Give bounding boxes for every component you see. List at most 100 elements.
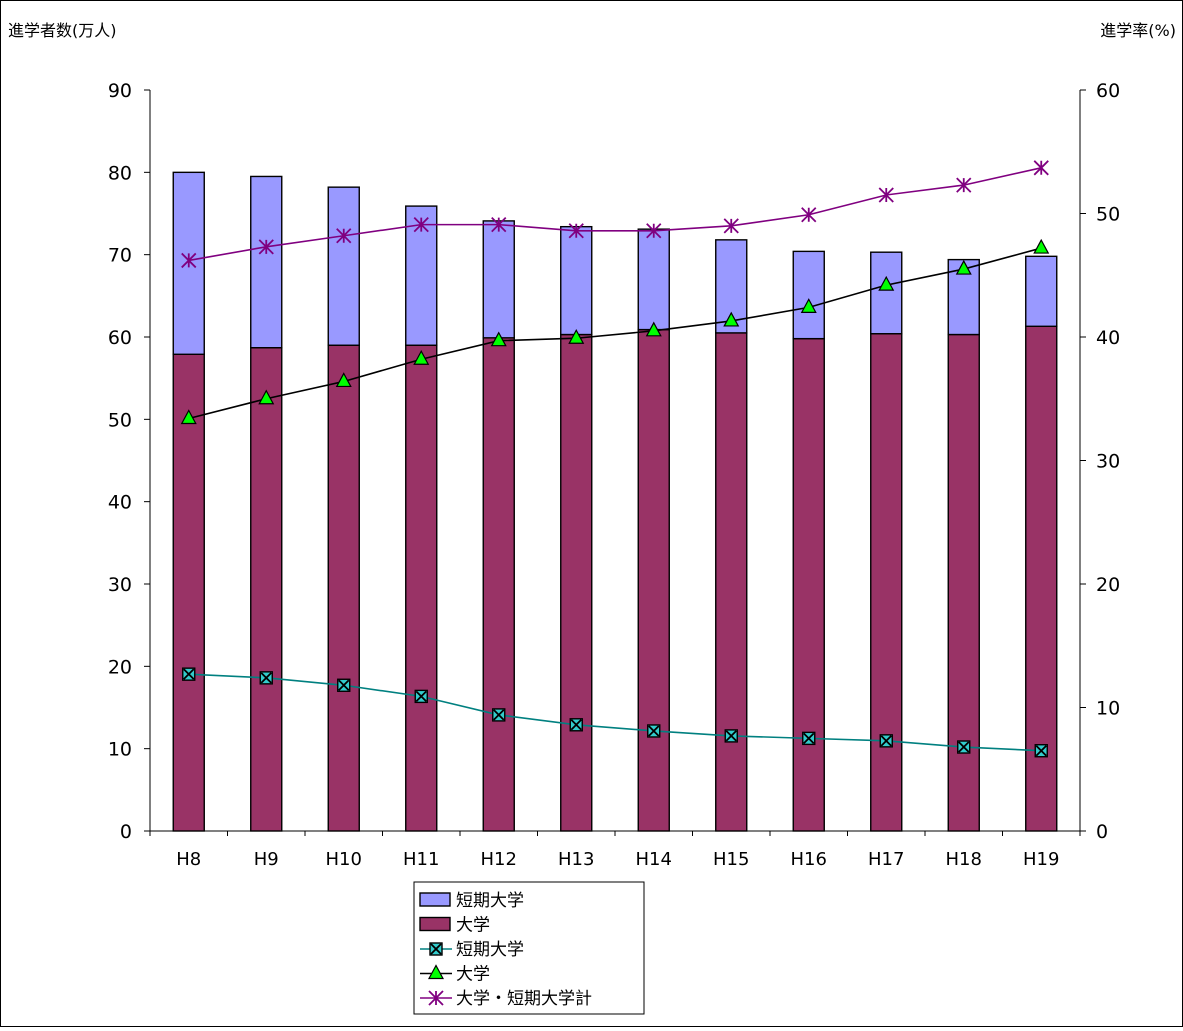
x-tick-label: H13: [558, 849, 594, 870]
x-tick-label: H10: [326, 849, 362, 870]
line-marker: [648, 725, 660, 737]
x-tick-label: H19: [1023, 849, 1059, 870]
line-marker: [413, 216, 429, 233]
bar-university: [250, 347, 283, 832]
bars-group: [172, 171, 1058, 832]
left-tick-label: 30: [108, 574, 132, 596]
right-tick-label: 0: [1096, 821, 1108, 843]
line-marker: [800, 298, 817, 313]
x-tick-label: H17: [868, 849, 904, 870]
line-marker: [415, 690, 427, 703]
bar-junior-college: [1025, 255, 1058, 327]
line-marker: [183, 668, 195, 680]
right-tick-label: 60: [1096, 80, 1120, 102]
axes-group: 0 10 20 30 40 50 60 70 80 90 0 10 20 30 40 50 60: [108, 80, 1120, 843]
legend-label: 大学: [456, 965, 490, 985]
line-marker: [803, 732, 815, 745]
x-tick-label: H15: [713, 849, 749, 870]
left-tick-label: 40: [108, 492, 132, 514]
line-marker: [336, 228, 352, 244]
bar-junior-college: [947, 258, 980, 336]
right-tick-label: 30: [1096, 451, 1120, 473]
line-marker: [181, 252, 197, 269]
line-total-rate: [188, 167, 1042, 262]
left-tick-label: 50: [108, 409, 132, 431]
line-marker: [956, 177, 972, 193]
bar-junior-college: [560, 225, 593, 336]
line-marker: [258, 389, 275, 405]
line-marker: [880, 735, 892, 747]
left-tick-label: 70: [108, 245, 132, 267]
right-tick-label: 40: [1096, 327, 1120, 349]
x-tick-label: H11: [403, 849, 439, 870]
right-tick-label: 20: [1096, 574, 1120, 596]
bar-junior-college: [870, 251, 903, 335]
bar-university: [482, 337, 515, 832]
x-tick-label: H14: [636, 849, 672, 870]
line-marker: [490, 331, 507, 347]
line-university-rate: [188, 247, 1042, 420]
line-marker: [1033, 238, 1050, 254]
line-marker: [1033, 160, 1049, 176]
bar-university: [792, 337, 825, 832]
left-tick-label: 10: [108, 739, 132, 761]
line-marker: [338, 679, 350, 691]
bar-university: [405, 344, 438, 832]
x-tick-label: H16: [791, 849, 827, 870]
legend-bar-swatch: [419, 916, 451, 932]
bar-university: [327, 344, 360, 832]
legend-box: [413, 881, 645, 1015]
right-tick-label: 10: [1096, 698, 1120, 720]
bar-junior-college: [482, 220, 515, 339]
line-marker: [430, 943, 442, 955]
legend-label: 大学: [456, 916, 490, 936]
bar-university: [560, 333, 593, 832]
legend-label: 短期大学: [456, 940, 524, 960]
line-marker: [568, 223, 584, 239]
right-tick-label: 50: [1096, 204, 1120, 226]
x-tick-label: H12: [481, 849, 517, 870]
line-marker: [725, 730, 737, 742]
right-axis-label: 進学率(%): [1100, 21, 1176, 40]
line-marker: [645, 321, 662, 337]
bar-university: [870, 333, 903, 832]
legend-label: 短期大学: [456, 891, 524, 911]
bar-university: [947, 333, 980, 832]
x-tick-labels: H8 H9 H10 H11 H12 H13 H14 H15 H16 H17 H18 H19: [176, 849, 1059, 870]
left-tick-label: 60: [108, 327, 132, 349]
line-marker: [878, 187, 894, 203]
bar-junior-college: [637, 228, 670, 331]
bar-university: [637, 328, 670, 832]
line-marker: [958, 741, 970, 753]
line-marker: [335, 372, 352, 388]
legend-bar-swatch: [419, 892, 451, 907]
bar-university: [715, 332, 748, 832]
line-marker: [568, 328, 585, 344]
bar-university: [172, 353, 205, 832]
line-junior-college-rate: [188, 673, 1042, 752]
left-tick-label: 0: [120, 821, 132, 843]
x-tick-label: H18: [946, 849, 982, 870]
line-marker: [180, 409, 197, 425]
line-marker: [427, 964, 445, 980]
line-marker: [493, 709, 505, 721]
x-tick-label: H9: [254, 849, 279, 870]
legend-label: 大学・短期大学計: [456, 989, 592, 1009]
line-marker: [955, 259, 972, 275]
left-tick-label: 80: [108, 162, 132, 184]
bar-junior-college: [792, 250, 825, 340]
line-marker: [491, 216, 507, 233]
lines-group: [180, 160, 1050, 758]
bar-junior-college: [250, 175, 283, 349]
line-marker: [258, 239, 274, 255]
line-marker: [723, 311, 740, 327]
line-marker: [878, 275, 895, 291]
line-marker: [801, 207, 817, 223]
line-marker: [646, 223, 662, 239]
left-tick-label: 90: [108, 80, 132, 102]
line-marker: [723, 218, 739, 234]
line-marker: [1035, 745, 1047, 757]
